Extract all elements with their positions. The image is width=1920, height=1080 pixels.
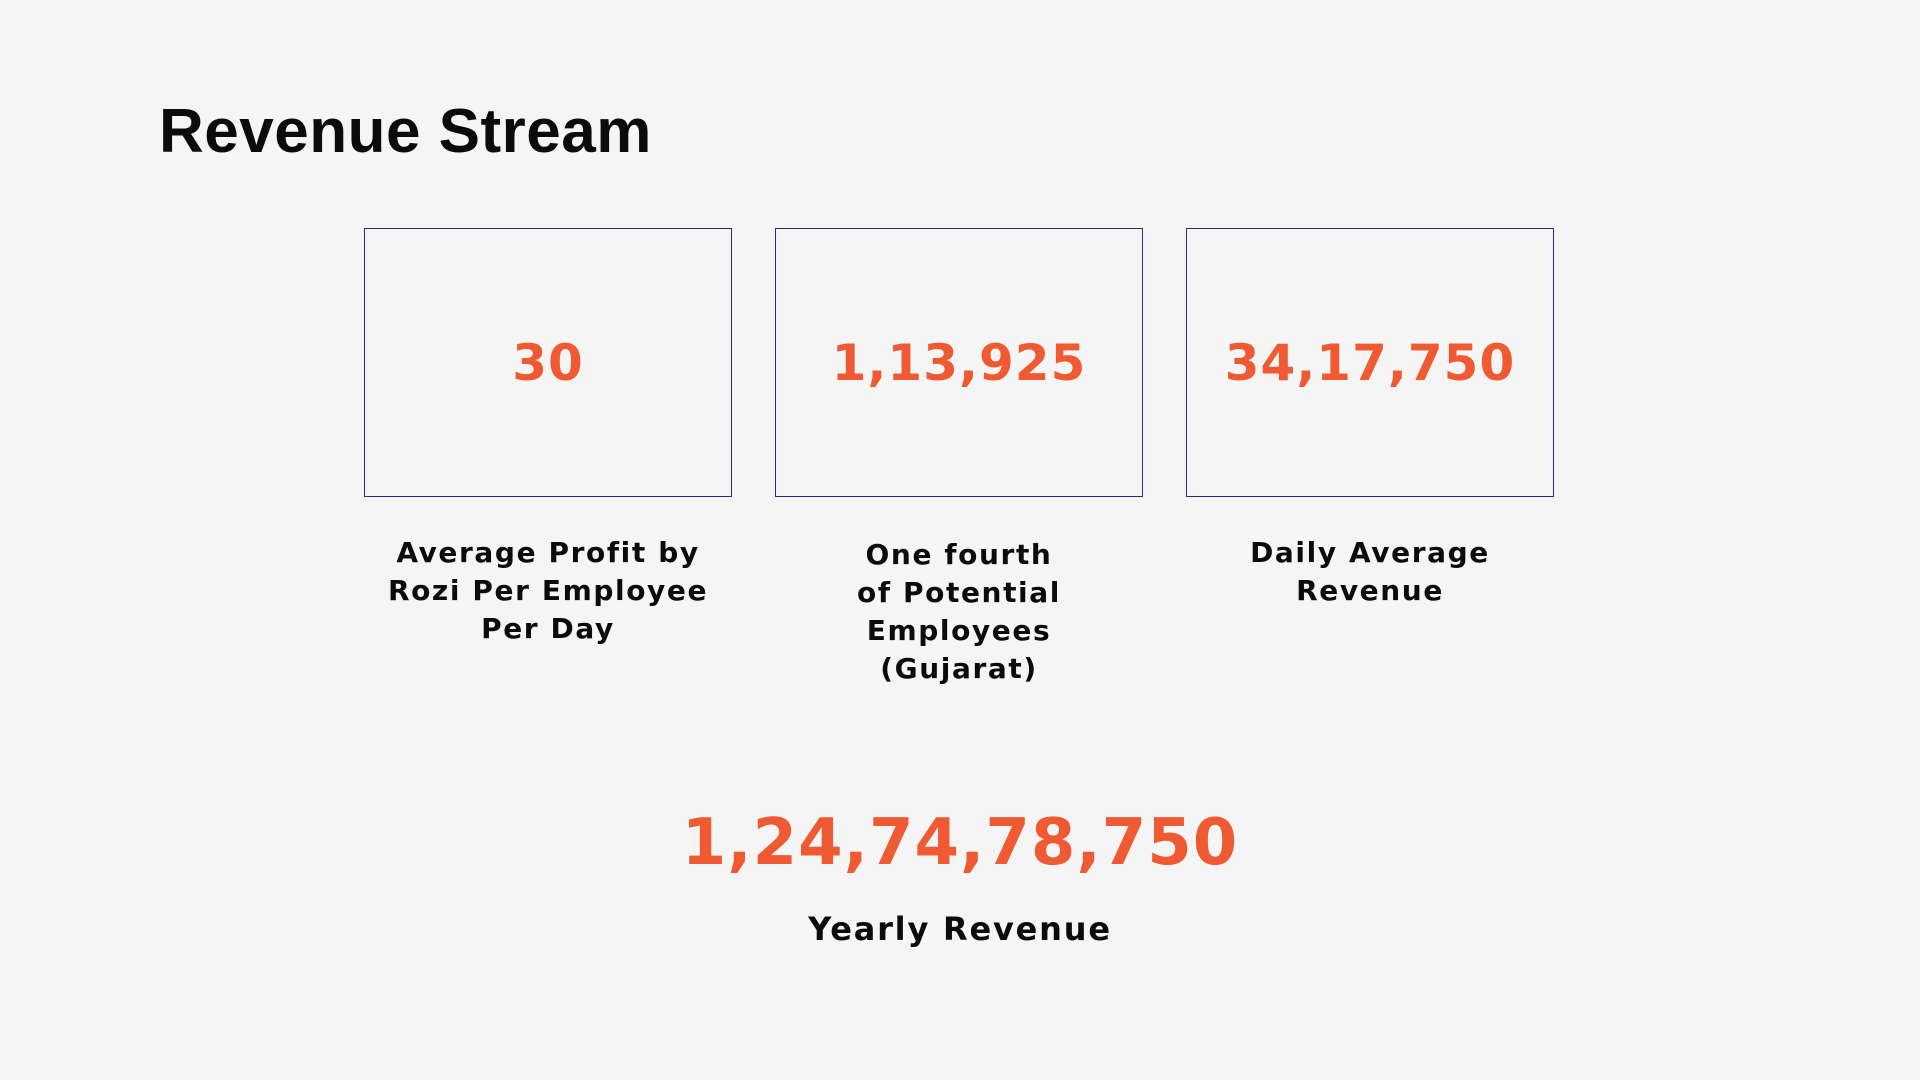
metric-value: 34,17,750 xyxy=(1224,333,1516,392)
metric-value: 1,13,925 xyxy=(831,333,1087,392)
yearly-revenue-label: Yearly Revenue xyxy=(808,910,1112,948)
metric-box-potential-employees: 1,13,925 xyxy=(775,228,1143,497)
metric-box-daily-revenue: 34,17,750 xyxy=(1186,228,1554,497)
page-title: Revenue Stream xyxy=(159,97,652,166)
metric-label: Average Profit by Rozi Per Employee Per … xyxy=(387,536,709,645)
metric-label: One fourth of Potential Employees (Gujar… xyxy=(857,538,1061,685)
metric-label: Daily Average Revenue xyxy=(1250,536,1490,607)
yearly-revenue-value: 1,24,74,78,750 xyxy=(681,806,1239,880)
metric-box-profit-per-employee: 30 xyxy=(364,228,732,497)
metric-value: 30 xyxy=(512,333,584,392)
